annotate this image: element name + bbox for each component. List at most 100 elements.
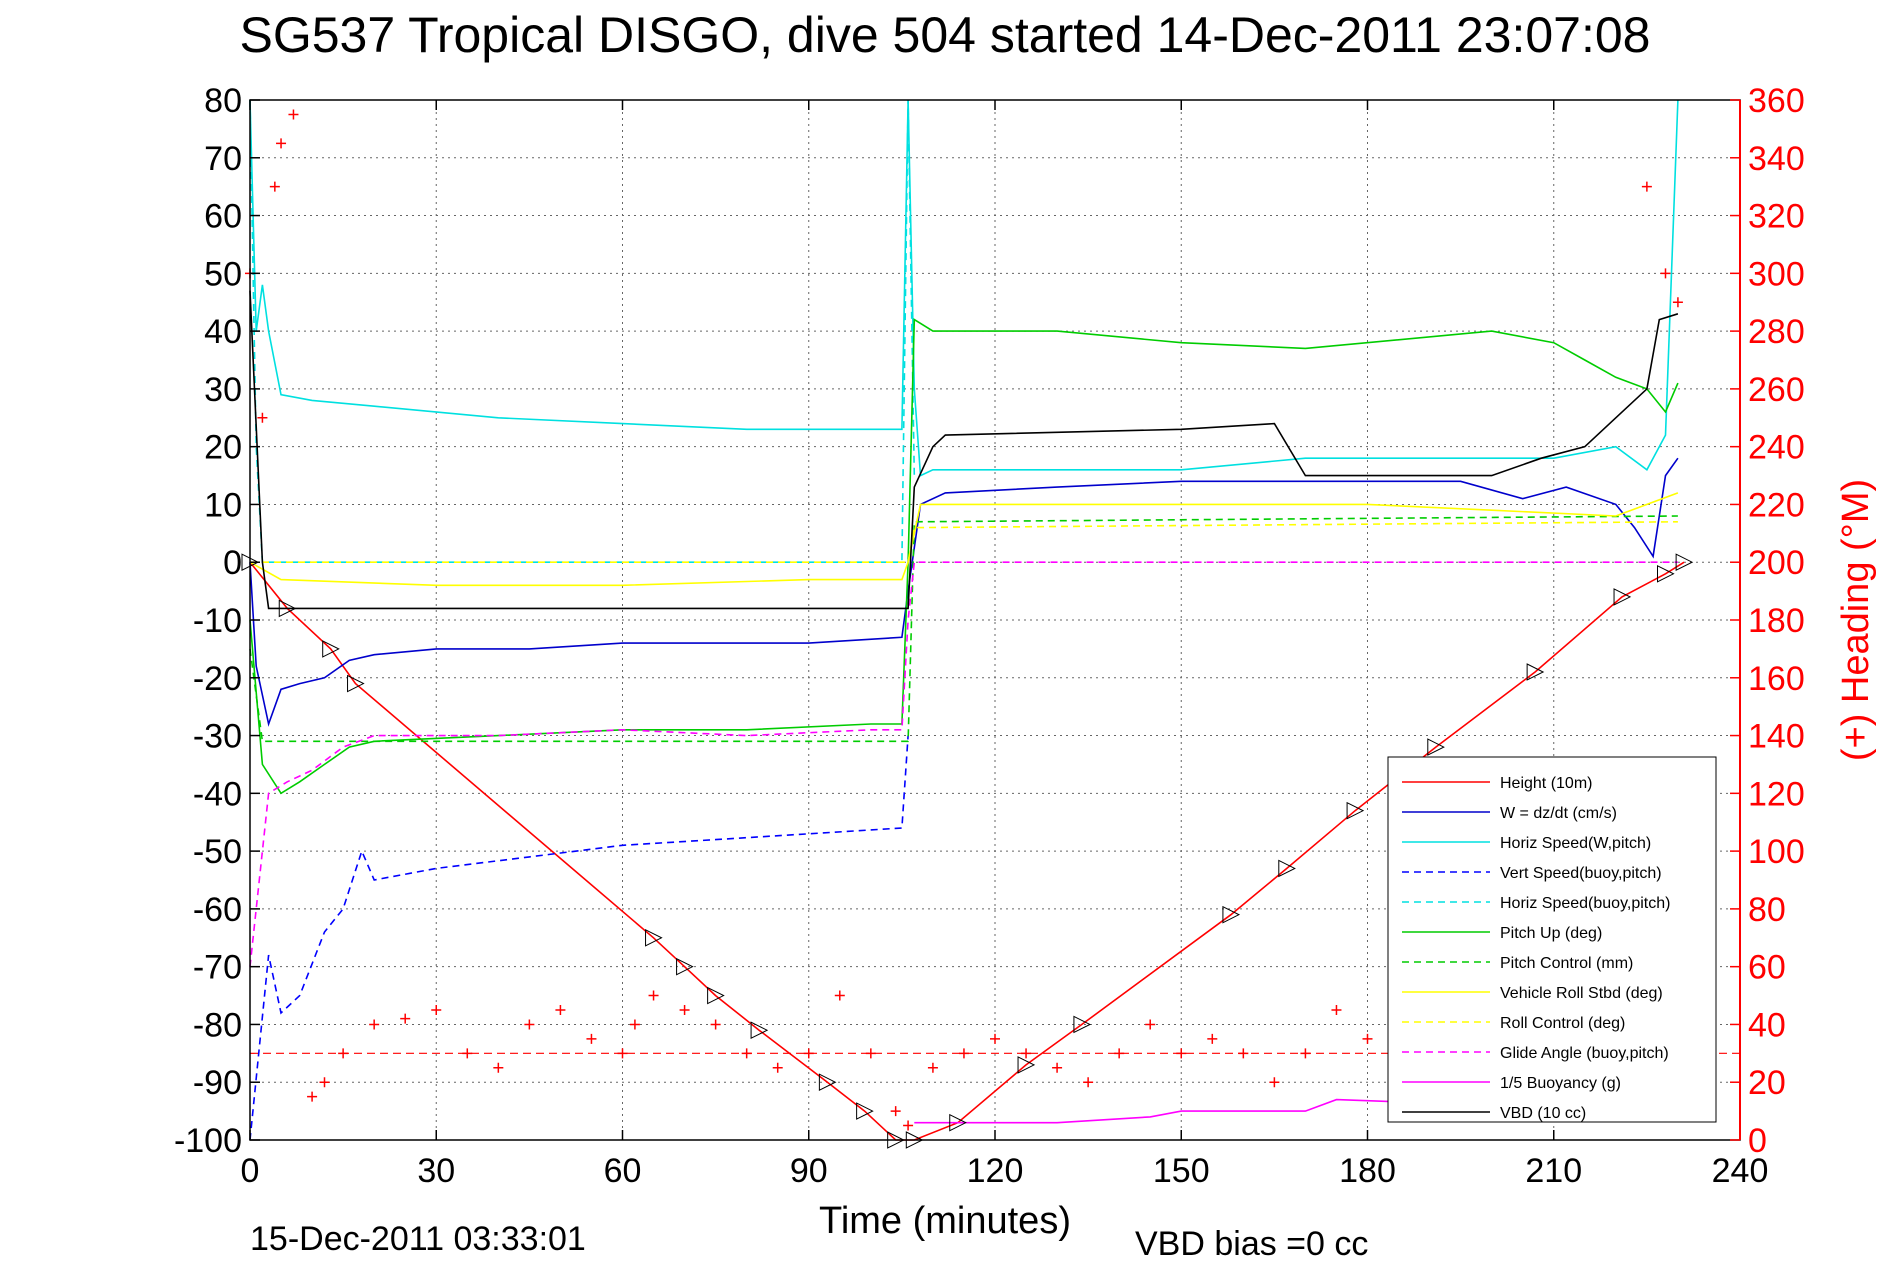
y2-tick-label: 260 xyxy=(1748,371,1805,409)
height-marker xyxy=(322,640,340,658)
legend-label: Height (10m) xyxy=(1500,775,1592,792)
y2-tick-label: 120 xyxy=(1748,775,1805,813)
y2-tick-label: 240 xyxy=(1748,429,1805,467)
height-marker xyxy=(1526,663,1545,681)
x-tick-label: 240 xyxy=(1712,1152,1769,1190)
series-glide-angle-buoy-pitch xyxy=(249,561,1678,967)
height-marker xyxy=(1613,588,1632,606)
legend-label: Vert Speed(buoy,pitch) xyxy=(1500,865,1662,882)
series-vbd-10-cc xyxy=(249,290,1679,610)
heading-marker xyxy=(319,1077,330,1088)
y-tick-label: 10 xyxy=(204,486,242,524)
heading-marker xyxy=(1207,1033,1218,1044)
height-marker xyxy=(949,1113,967,1132)
x-tick-label: 90 xyxy=(790,1152,828,1190)
legend-box xyxy=(1387,756,1717,1123)
heading-marker xyxy=(524,1019,535,1030)
y-tick-label: 30 xyxy=(204,371,242,409)
heading-marker xyxy=(369,1019,380,1030)
y2-tick-label: 200 xyxy=(1748,544,1805,582)
y-axis-right: 3603403203002802602402202001801601401201… xyxy=(1730,82,1805,1160)
legend-label: 1/5 Buoyancy (g) xyxy=(1500,1075,1621,1092)
legend-label: Pitch Up (deg) xyxy=(1500,925,1602,942)
heading-marker xyxy=(890,1106,901,1117)
x-tick-label: 150 xyxy=(1153,1152,1210,1190)
x-tick-label: 210 xyxy=(1525,1152,1582,1190)
x-axis-label: Time (minutes) xyxy=(819,1200,1071,1242)
legend-label: W = dz/dt (cm/s) xyxy=(1500,805,1617,822)
y-tick-label: 60 xyxy=(204,198,242,236)
y2-tick-label: 100 xyxy=(1748,833,1805,871)
heading-marker xyxy=(1145,1019,1156,1030)
series-w-dz-dt-cm-s xyxy=(249,457,1679,727)
x-tick-label: 0 xyxy=(241,1152,260,1190)
height-marker xyxy=(1427,738,1445,756)
x-tick-label: 60 xyxy=(604,1152,642,1190)
heading-marker xyxy=(288,109,299,120)
heading-marker xyxy=(903,1120,914,1131)
heading-marker xyxy=(1672,297,1683,308)
y2-tick-label: 140 xyxy=(1748,718,1805,756)
y2-tick-label: 340 xyxy=(1748,140,1805,178)
height-marker xyxy=(707,986,725,1005)
y-tick-label: 80 xyxy=(204,82,242,120)
y2-tick-label: 60 xyxy=(1748,949,1786,987)
y2-tick-label: 180 xyxy=(1748,602,1805,640)
series-pitch-control-mm xyxy=(249,515,1678,743)
y-axis-left: 80 70 60 50 40 30 20 10 0 -10 -20 -30 -40 -50 -60 -70 -8… xyxy=(174,82,260,1160)
y2-tick-label: 160 xyxy=(1748,660,1805,698)
y2-tick-label: 40 xyxy=(1748,1006,1786,1044)
height-marker xyxy=(1346,801,1365,820)
y-tick-label: -100 xyxy=(174,1122,242,1160)
chart-title: SG537 Tropical DISGO, dive 504 started 1… xyxy=(240,7,1651,63)
legend-label: Horiz Speed(buoy,pitch) xyxy=(1500,895,1670,912)
y-tick-label: 70 xyxy=(204,140,242,178)
x-tick-label: 180 xyxy=(1339,1152,1396,1190)
height-marker xyxy=(645,928,663,947)
y-tick-label: -70 xyxy=(193,949,242,987)
y-tick-label: -50 xyxy=(193,833,242,871)
heading-marker xyxy=(1269,1077,1280,1088)
y2-tick-label: 360 xyxy=(1748,82,1805,120)
legend-label: Glide Angle (buoy,pitch) xyxy=(1500,1045,1669,1062)
height-marker xyxy=(347,674,365,693)
y-tick-label: 50 xyxy=(204,255,242,293)
x-tick-label: 30 xyxy=(417,1152,455,1190)
height-marker xyxy=(1278,859,1296,878)
heading-marker xyxy=(1641,181,1652,192)
series-vehicle-roll-stbd-deg xyxy=(249,492,1679,587)
height-marker xyxy=(856,1102,874,1120)
legend-label: Vehicle Roll Stbd (deg) xyxy=(1500,985,1663,1002)
heading-marker xyxy=(1660,268,1671,279)
legend: Height (10m) W = dz/dt (cm/s) Horiz Speed(… xyxy=(1387,756,1717,1123)
height-marker xyxy=(1017,1056,1036,1074)
y-tick-label: 0 xyxy=(223,544,242,582)
end-time-label: 15-Dec-2011 03:33:01 xyxy=(250,1220,586,1258)
height-marker xyxy=(1675,553,1694,572)
x-axis: 0 30 60 90 120 150 180 210 240 xyxy=(241,100,1769,1190)
heading-marker xyxy=(555,1005,566,1015)
y2-tick-label: 220 xyxy=(1748,486,1805,524)
series-vert-speed-buoy-pitch xyxy=(249,735,909,1141)
y2-tick-label: 320 xyxy=(1748,198,1805,236)
heading-marker xyxy=(1052,1062,1063,1073)
heading-marker xyxy=(493,1062,504,1073)
heading-marker xyxy=(679,1005,690,1015)
heading-marker xyxy=(772,1062,783,1073)
heading-marker xyxy=(990,1033,1000,1044)
y-tick-label: -80 xyxy=(193,1006,242,1044)
y-tick-label: -30 xyxy=(193,718,242,756)
height-marker xyxy=(1657,564,1675,583)
y-tick-label: -20 xyxy=(193,660,242,698)
heading-marker xyxy=(1331,1005,1342,1015)
y-tick-label: 40 xyxy=(204,313,242,351)
legend-label: Pitch Control (mm) xyxy=(1500,955,1633,972)
y2-tick-label: 0 xyxy=(1748,1122,1767,1160)
heading-marker xyxy=(276,138,287,149)
heading-marker xyxy=(629,1019,640,1030)
height-marker xyxy=(750,1021,769,1040)
x-tick-label: 120 xyxy=(967,1152,1024,1190)
heading-marker xyxy=(1083,1077,1094,1088)
heading-marker xyxy=(400,1013,411,1024)
y-tick-label: -90 xyxy=(193,1064,242,1102)
